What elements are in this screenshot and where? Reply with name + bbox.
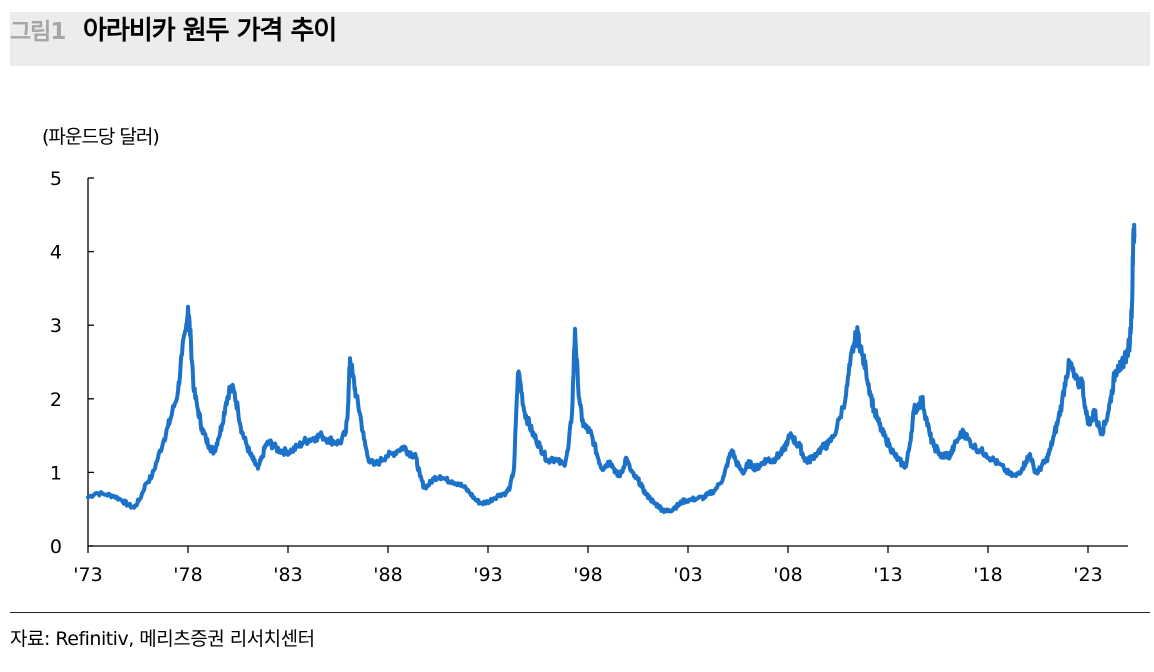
footer-divider	[10, 612, 1150, 613]
chart-title: 아라비카 원두 가격 추이	[83, 16, 337, 46]
y-axis-unit-label: (파운드당 달러)	[42, 126, 160, 148]
x-tick-label: '18	[973, 564, 1002, 586]
y-tick-label: 3	[50, 315, 62, 337]
x-tick-label: '23	[1073, 564, 1102, 586]
title-bar	[10, 12, 1150, 66]
figure-label: 그림1	[10, 19, 66, 45]
y-tick-label: 2	[50, 389, 62, 411]
y-tick-label: 0	[50, 536, 62, 558]
x-tick-label: '98	[573, 564, 602, 586]
x-tick-label: '93	[473, 564, 502, 586]
line-chart: 0 1 2 3 4 5 '73 '78 '83 '88 '93 '98 '03 '08 '13 '18 '23	[50, 168, 1137, 586]
x-tick-label: '78	[173, 564, 202, 586]
x-tick-label: '73	[73, 564, 102, 586]
x-tick-label: '13	[873, 564, 902, 586]
source-note: 자료: Refinitiv, 메리츠증권 리서치센터	[10, 628, 315, 650]
x-tick-label: '03	[673, 564, 702, 586]
y-tick-label: 5	[50, 168, 62, 190]
x-tick-label: '83	[273, 564, 302, 586]
x-tick-label: '88	[373, 564, 402, 586]
y-tick-label: 4	[50, 242, 62, 264]
y-tick-label: 1	[50, 462, 62, 484]
price-series-line	[86, 222, 1137, 514]
x-tick-label: '08	[773, 564, 802, 586]
